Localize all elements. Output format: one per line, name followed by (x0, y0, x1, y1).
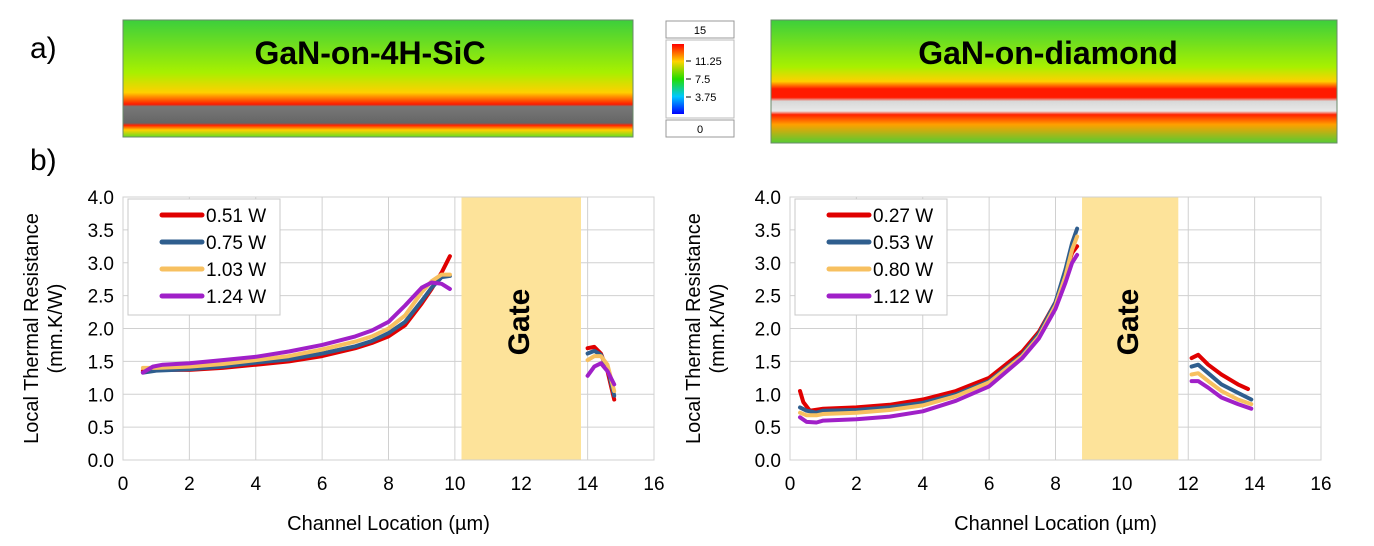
legend-label: 0.27 W (873, 206, 933, 227)
plot-frame (789, 196, 1322, 461)
chart-gan-on-diamond: Gate 0 2 4 6 8 10 12 14 16 0.0 0.5 1.0 1.5 2.0 2.5 3.0 3.… (683, 188, 1332, 535)
y-tick-label: 3.5 (88, 221, 114, 242)
x-tick-label: 6 (317, 474, 328, 495)
legend-label: 1.03 W (206, 260, 266, 281)
legend-label: 0.75 W (206, 233, 266, 254)
x-tick-label: 2 (851, 474, 862, 495)
gate-label: Gate (1112, 289, 1145, 356)
y-tick-label: 1.5 (88, 352, 114, 373)
thermal-map-gan-on-diamond: GaN-on-diamond (770, 19, 1338, 144)
legend-label: 0.51 W (206, 206, 266, 227)
legend-label: 1.12 W (873, 287, 933, 308)
legend: 0.27 W 0.53 W 0.80 W 1.12 W (794, 198, 948, 316)
x-tick-label: 16 (1310, 474, 1331, 495)
x-tick-label: 0 (118, 474, 129, 495)
x-tick-label: 12 (1178, 474, 1199, 495)
colorbar-max: 15 (694, 25, 706, 37)
plot-frame (122, 196, 655, 461)
panel-label-b: b) (30, 144, 57, 177)
y-axis-unit-label: (mm.K/W) (45, 284, 67, 374)
y-tick-label: 4.0 (755, 188, 781, 209)
x-tick-label: 4 (917, 474, 928, 495)
y-tick-label: 1.5 (755, 352, 781, 373)
gate-region (461, 197, 581, 460)
y-tick-label: 0.5 (88, 418, 114, 439)
x-axis-label: Channel Location (µm) (954, 513, 1157, 535)
series-line (1189, 371, 1254, 407)
legend-label: 0.53 W (873, 233, 933, 254)
y-tick-label: 2.0 (755, 320, 781, 341)
gate-region (1082, 197, 1179, 460)
series-line (798, 252, 1080, 425)
colorbar-tick: 7.5 (695, 74, 710, 86)
y-tick-label: 2.0 (88, 320, 114, 341)
legend-label: 0.80 W (873, 260, 933, 281)
y-tick-label: 2.5 (88, 287, 114, 308)
x-tick-label: 14 (1244, 474, 1266, 495)
colorbar-tick: 11.25 (695, 56, 722, 68)
y-tick-label: 1.0 (755, 385, 781, 406)
x-tick-label: 8 (1050, 474, 1061, 495)
y-tick-label: 0.0 (88, 451, 114, 472)
y-tick-label: 3.0 (755, 254, 781, 275)
panel-label-a: a) (30, 32, 57, 65)
colorbar: 15 11.25 7.5 3.75 0 (665, 20, 735, 138)
series-line (140, 273, 452, 375)
y-tick-label: 0.0 (755, 451, 781, 472)
y-tick-label: 3.0 (88, 254, 114, 275)
colorbar-tick: 3.75 (695, 92, 716, 104)
colorbar-min: 0 (697, 124, 703, 136)
series-line (1189, 362, 1254, 402)
thermal-map-title: GaN-on-diamond (918, 35, 1178, 71)
thermal-map-gan-on-sic: GaN-on-4H-SiC (122, 19, 634, 138)
y-tick-label: 3.5 (755, 221, 781, 242)
series-line (1189, 352, 1250, 391)
legend-label: 1.24 W (206, 287, 266, 308)
thermal-map-title: GaN-on-4H-SiC (254, 35, 485, 71)
x-tick-label: 4 (250, 474, 261, 495)
y-axis-label: Local Thermal Resistance (683, 213, 705, 444)
series-line (1189, 379, 1254, 411)
x-tick-label: 0 (785, 474, 796, 495)
x-tick-label: 2 (184, 474, 195, 495)
y-tick-label: 1.0 (88, 385, 114, 406)
x-tick-label: 6 (984, 474, 995, 495)
chart-gan-on-sic: Gate 0 2 4 6 8 10 12 14 16 0.0 0.5 1.0 1.5 2.0 2.5 3.0 3.… (21, 188, 665, 535)
x-axis-label: Channel Location (µm) (287, 513, 490, 535)
colorbar-max-box (665, 20, 735, 39)
x-tick-label: 10 (1111, 474, 1132, 495)
series-line (140, 280, 452, 375)
x-tick-label: 10 (444, 474, 465, 495)
x-tick-label: 12 (511, 474, 532, 495)
x-tick-label: 14 (577, 474, 599, 495)
gate-label: Gate (503, 289, 536, 356)
y-tick-label: 0.5 (755, 418, 781, 439)
x-tick-label: 8 (383, 474, 394, 495)
y-tick-label: 4.0 (88, 188, 114, 209)
y-axis-label: Local Thermal Resistance (21, 213, 43, 444)
legend: 0.51 W 0.75 W 1.03 W 1.24 W (127, 198, 281, 316)
colorbar-gradient (672, 44, 684, 114)
series-line (585, 361, 617, 387)
y-tick-label: 2.5 (755, 287, 781, 308)
x-tick-label: 16 (643, 474, 664, 495)
colorbar-min-box (665, 119, 735, 138)
y-axis-unit-label: (mm.K/W) (707, 284, 729, 374)
